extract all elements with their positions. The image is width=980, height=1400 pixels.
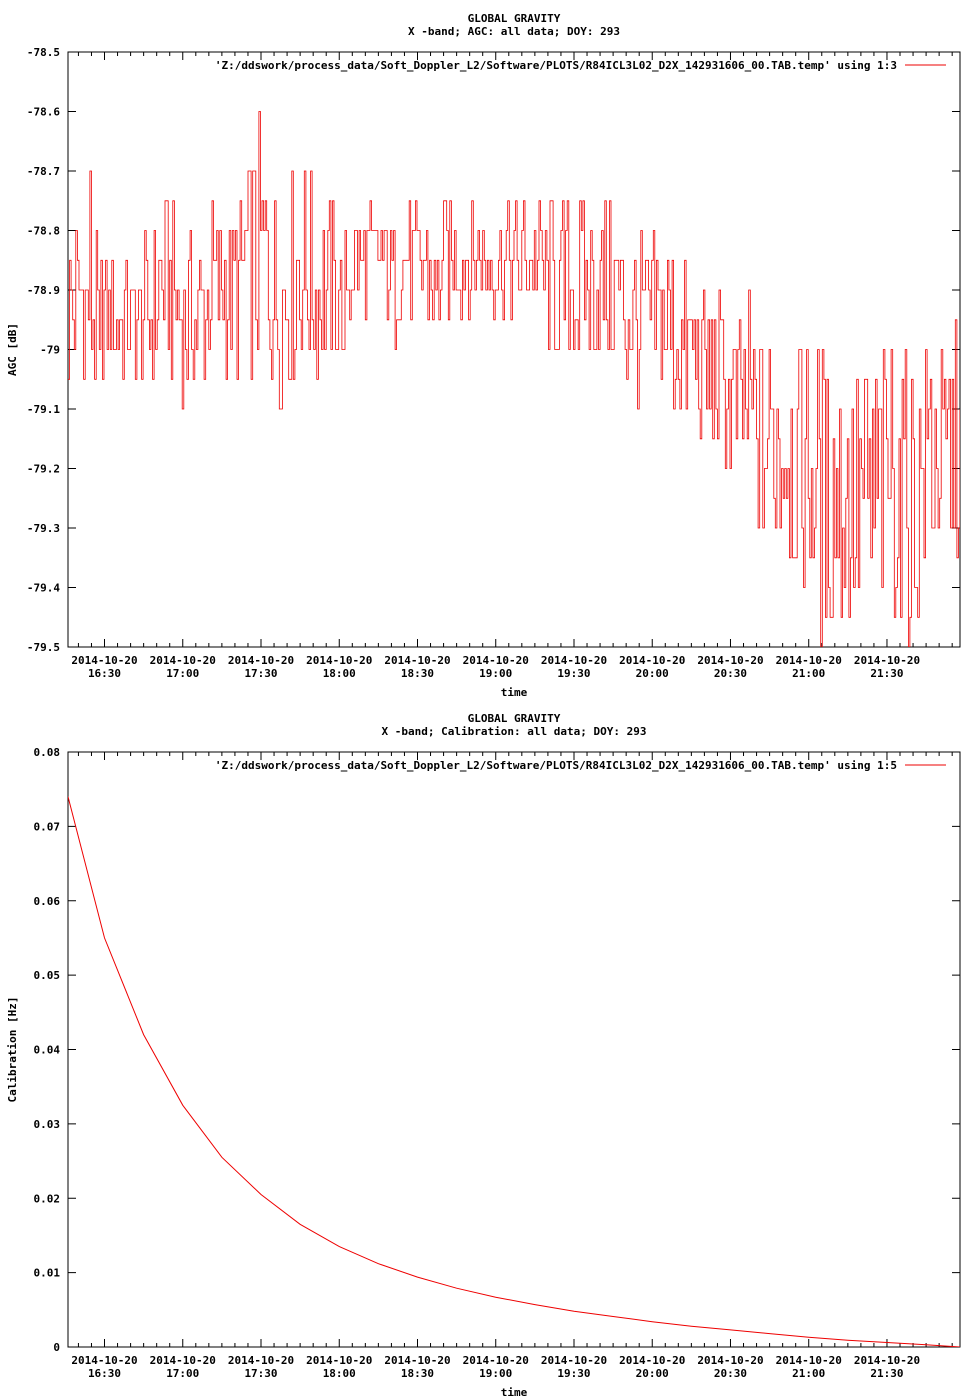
y-axis-label: Calibration [Hz] xyxy=(6,997,19,1103)
x-tick-date: 2014-10-20 xyxy=(776,654,842,667)
x-tick-time: 18:00 xyxy=(323,667,356,680)
legend-label: 'Z:/ddswork/process_data/Soft_Doppler_L2… xyxy=(215,759,897,772)
x-tick-date: 2014-10-20 xyxy=(854,654,920,667)
x-tick-time: 19:30 xyxy=(557,667,590,680)
chart-title: GLOBAL GRAVITY xyxy=(468,12,561,25)
y-tick-label: -79.3 xyxy=(27,522,60,535)
x-tick-time: 17:00 xyxy=(166,1367,199,1380)
x-tick-date: 2014-10-20 xyxy=(697,654,763,667)
x-tick-date: 2014-10-20 xyxy=(541,1354,607,1367)
x-tick-time: 21:00 xyxy=(792,667,825,680)
legend-label: 'Z:/ddswork/process_data/Soft_Doppler_L2… xyxy=(215,59,897,72)
x-tick-time: 18:30 xyxy=(401,1367,434,1380)
x-tick-time: 16:30 xyxy=(88,667,121,680)
y-axis-label: AGC [dB] xyxy=(6,323,19,376)
x-tick-time: 21:30 xyxy=(870,1367,903,1380)
y-tick-label: 0.01 xyxy=(34,1267,61,1280)
x-tick-time: 21:00 xyxy=(792,1367,825,1380)
x-tick-time: 20:00 xyxy=(636,667,669,680)
x-tick-date: 2014-10-20 xyxy=(71,654,137,667)
series-line xyxy=(68,796,960,1347)
y-tick-label: 0.03 xyxy=(34,1118,61,1131)
y-tick-label: 0 xyxy=(53,1341,60,1354)
y-tick-label: -79 xyxy=(40,344,60,357)
x-axis-label: time xyxy=(501,1386,528,1399)
x-tick-time: 18:30 xyxy=(401,667,434,680)
y-tick-label: 0.02 xyxy=(34,1192,61,1205)
y-tick-label: -79.1 xyxy=(27,403,60,416)
plot-frame xyxy=(67,751,961,1348)
y-tick-label: 0.08 xyxy=(34,746,61,759)
x-tick-time: 17:30 xyxy=(244,1367,277,1380)
chart-subtitle: X -band; Calibration: all data; DOY: 293 xyxy=(382,725,647,738)
x-tick-date: 2014-10-20 xyxy=(384,654,450,667)
y-tick-label: 0.06 xyxy=(34,895,61,908)
x-tick-time: 17:30 xyxy=(244,667,277,680)
x-tick-time: 20:30 xyxy=(714,667,747,680)
x-tick-date: 2014-10-20 xyxy=(697,1354,763,1367)
x-tick-date: 2014-10-20 xyxy=(150,1354,216,1367)
x-tick-date: 2014-10-20 xyxy=(776,1354,842,1367)
x-tick-date: 2014-10-20 xyxy=(619,654,685,667)
y-tick-label: -78.5 xyxy=(27,46,60,59)
x-tick-date: 2014-10-20 xyxy=(71,1354,137,1367)
x-tick-date: 2014-10-20 xyxy=(463,1354,529,1367)
x-tick-date: 2014-10-20 xyxy=(228,654,294,667)
y-tick-label: -79.5 xyxy=(27,641,60,654)
x-tick-time: 19:30 xyxy=(557,1367,590,1380)
y-tick-label: -79.2 xyxy=(27,463,60,476)
x-tick-time: 20:30 xyxy=(714,1367,747,1380)
y-tick-label: 0.07 xyxy=(34,820,61,833)
x-tick-date: 2014-10-20 xyxy=(463,654,529,667)
x-tick-time: 16:30 xyxy=(88,1367,121,1380)
x-tick-time: 19:00 xyxy=(479,667,512,680)
x-tick-date: 2014-10-20 xyxy=(306,1354,372,1367)
x-tick-date: 2014-10-20 xyxy=(306,654,372,667)
series-line xyxy=(68,111,960,647)
y-tick-label: -78.7 xyxy=(27,165,60,178)
x-tick-time: 18:00 xyxy=(323,1367,356,1380)
x-tick-date: 2014-10-20 xyxy=(541,654,607,667)
x-tick-time: 17:00 xyxy=(166,667,199,680)
x-tick-time: 20:00 xyxy=(636,1367,669,1380)
x-axis-label: time xyxy=(501,686,528,699)
y-tick-label: -78.6 xyxy=(27,106,60,119)
chart-subtitle: X -band; AGC: all data; DOY: 293 xyxy=(408,25,620,38)
y-tick-label: -78.8 xyxy=(27,225,60,238)
x-tick-date: 2014-10-20 xyxy=(150,654,216,667)
x-tick-date: 2014-10-20 xyxy=(228,1354,294,1367)
y-tick-label: 0.04 xyxy=(34,1044,61,1057)
x-tick-time: 19:00 xyxy=(479,1367,512,1380)
y-tick-label: 0.05 xyxy=(34,969,61,982)
chart-title: GLOBAL GRAVITY xyxy=(468,712,561,725)
plot-frame xyxy=(67,51,961,648)
y-tick-label: -79.4 xyxy=(27,582,60,595)
x-tick-time: 21:30 xyxy=(870,667,903,680)
x-tick-date: 2014-10-20 xyxy=(384,1354,450,1367)
x-tick-date: 2014-10-20 xyxy=(854,1354,920,1367)
x-tick-date: 2014-10-20 xyxy=(619,1354,685,1367)
y-tick-label: -78.9 xyxy=(27,284,60,297)
